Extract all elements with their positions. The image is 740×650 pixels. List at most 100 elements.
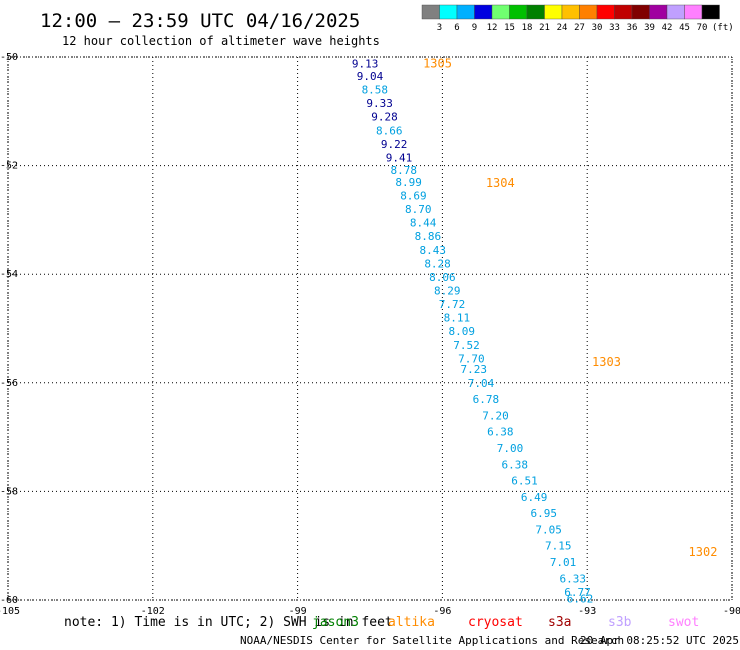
- satellite-legend-item: altika: [388, 615, 435, 630]
- scale-swatch: [649, 4, 668, 20]
- satellite-legend-item: swot: [668, 615, 699, 630]
- wave-height-point: 7.20: [482, 409, 509, 422]
- wave-height-point: 8.29: [434, 284, 461, 297]
- wave-height-point: 9.33: [366, 97, 393, 110]
- wave-height-point: 8.78: [391, 164, 418, 177]
- wave-height-point: 8.06: [429, 271, 456, 284]
- wave-height-point: 6.38: [502, 458, 529, 471]
- x-tick-label: -90: [723, 606, 740, 617]
- wave-height-point: 6.78: [473, 393, 500, 406]
- pass-number-label: 1303: [592, 355, 621, 369]
- footer-credit: NOAA/NESDIS Center for Satellite Applica…: [240, 634, 624, 647]
- x-tick-label: -99: [289, 606, 307, 617]
- scale-label: 12: [487, 23, 498, 33]
- wave-height-point: 8.44: [410, 217, 437, 230]
- y-tick-label: -58: [0, 486, 18, 497]
- scale-swatch: [701, 4, 720, 20]
- scale-swatch: [561, 4, 580, 20]
- scale-swatch: [684, 4, 703, 20]
- pass-labels: 1305 1304 1303 1302: [423, 56, 717, 559]
- scale-label: 24: [557, 23, 568, 33]
- wave-height-point: 6.49: [521, 491, 548, 504]
- wave-height-point: 7.04: [468, 377, 495, 390]
- wave-height-point: 8.70: [405, 203, 432, 216]
- scale-label: 42: [662, 23, 673, 33]
- y-tick-label: -56: [0, 378, 18, 389]
- wave-height-point: 8.58: [362, 84, 389, 97]
- wave-height-point: 7.70: [458, 352, 485, 365]
- scale-label: 39: [644, 23, 655, 33]
- wave-height-point: 6.33: [559, 572, 586, 585]
- scale-label: 27: [574, 23, 585, 33]
- satellite-legend-item: cryosat: [468, 615, 523, 630]
- wave-height-point: 8.66: [376, 124, 403, 137]
- axis-ticks: -105 -102 -99 -96 -93 -90 -50 -52 -54 -56 -58 -60: [0, 52, 740, 617]
- pass-number-label: 1302: [689, 545, 718, 559]
- wave-height-point: 9.04: [357, 70, 384, 83]
- scale-label: 33: [609, 23, 620, 33]
- x-tick-label: -102: [141, 606, 165, 617]
- x-tick-label: -96: [433, 606, 451, 617]
- scale-label: 6: [454, 23, 459, 33]
- wave-height-point: 6.95: [531, 507, 558, 520]
- scale-swatch: [456, 4, 475, 20]
- scale-swatch: [526, 4, 545, 20]
- wave-height-point: 6.38: [487, 426, 514, 439]
- footer-timestamp: 20 Apr 08:25:52 UTC 2025: [580, 634, 739, 647]
- scale-swatch: [579, 4, 598, 20]
- wave-height-point: 7.01: [550, 556, 577, 569]
- pass-number-label: 1305: [423, 56, 452, 70]
- wave-height-point: 8.69: [400, 189, 427, 202]
- wave-height-point: 6.51: [511, 475, 538, 488]
- units-note: note: 1) Time is in UTC; 2) SWH is in fe…: [64, 615, 393, 630]
- plot-area: [7, 56, 733, 601]
- scale-label: 45: [679, 23, 690, 33]
- wave-height-point: 7.05: [535, 523, 562, 536]
- wave-height-point: 7.72: [439, 298, 466, 311]
- y-tick-label: -54: [0, 269, 18, 280]
- scale-label: 30: [592, 23, 603, 33]
- wave-height-point: 9.28: [371, 111, 398, 124]
- scale-label: 15: [504, 23, 515, 33]
- scale-swatch: [474, 4, 493, 20]
- y-tick-label: -60: [0, 595, 18, 606]
- wave-height-point: 9.22: [381, 138, 408, 151]
- scale-label: 3: [437, 23, 442, 33]
- wave-height-point: 6.77: [564, 586, 591, 599]
- scale-label: 18: [522, 23, 533, 33]
- x-tick-label: -93: [578, 606, 596, 617]
- scale-swatch: [509, 4, 528, 20]
- wave-height-point: 8.86: [415, 230, 442, 243]
- y-tick-label: -50: [0, 52, 18, 63]
- wave-height-point: 8.28: [424, 257, 451, 270]
- scale-swatch: [596, 4, 615, 20]
- y-tick-label: -52: [0, 161, 18, 172]
- wave-height-point: 8.43: [419, 244, 446, 257]
- wave-height-point: 9.13: [352, 58, 379, 71]
- wave-height-point: 7.00: [497, 442, 524, 455]
- wave-height-point: 7.15: [545, 540, 572, 553]
- scale-label: 36: [627, 23, 638, 33]
- wave-height-point: 8.11: [444, 312, 471, 325]
- wave-height-point: 7.23: [461, 363, 488, 376]
- satellite-legend: jason3 altika cryosat s3a s3b swot: [312, 615, 699, 630]
- plot-frame: [7, 56, 733, 601]
- scale-swatch: [631, 4, 650, 20]
- wave-height-point: 7.52: [453, 339, 480, 352]
- color-scale-legend: 3 6 9 12 15 18 21 24 27 30 33 36 39 42 45 70: [421, 4, 720, 33]
- scale-swatch: [614, 4, 633, 20]
- grid-lines: [7, 56, 733, 601]
- scale-label: 9: [472, 23, 477, 33]
- data-points: 9.139.048.589.339.288.669.229.418.788.99…: [352, 58, 593, 606]
- chart-title: 12:00 – 23:59 UTC 04/16/2025: [40, 10, 360, 32]
- chart-subtitle: 12 hour collection of altimeter wave hei…: [62, 34, 380, 48]
- scale-unit-label: (ft): [712, 23, 734, 33]
- scale-swatch: [439, 4, 458, 20]
- wave-height-point: 8.09: [448, 325, 475, 338]
- scale-label: 70: [697, 23, 708, 33]
- satellite-legend-item: s3a: [548, 615, 571, 630]
- x-tick-label: -105: [0, 606, 20, 617]
- scale-swatch: [491, 4, 510, 20]
- satellite-legend-item: s3b: [608, 615, 632, 630]
